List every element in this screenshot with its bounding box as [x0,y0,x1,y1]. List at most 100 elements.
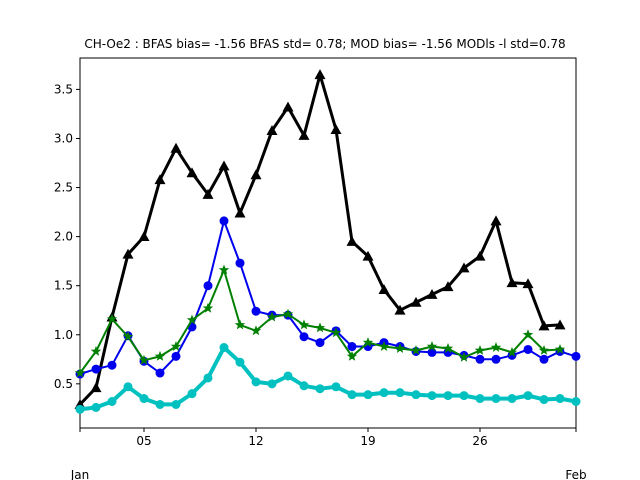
data-point [155,399,165,409]
series-line [78,73,561,406]
data-point [106,313,118,324]
data-point [203,281,213,291]
data-point [219,343,229,353]
data-point [458,351,470,362]
x-tick-label: 19 [360,434,375,448]
data-point [74,367,86,378]
data-point [186,314,198,325]
y-tick-label: 2.5 [54,181,73,195]
data-point [522,329,534,340]
data-point [250,325,262,336]
data-point [458,262,470,273]
data-point [218,264,230,275]
data-point [235,357,245,367]
data-point [331,382,341,392]
data-point [442,281,454,292]
data-point [298,319,310,330]
data-point [170,341,182,351]
data-point [250,169,262,180]
data-point [107,397,117,407]
data-point [474,345,486,355]
data-point [443,391,453,401]
data-point [394,304,406,315]
data-point [90,382,102,393]
data-point [187,389,197,399]
data-point [523,344,533,354]
data-point [362,250,374,261]
data-point [491,394,501,404]
data-point [539,395,549,405]
data-point [267,379,277,389]
data-point [219,216,229,226]
data-point [203,373,213,383]
data-point [283,371,293,381]
data-point [186,167,198,178]
data-point [554,319,566,330]
data-point [538,320,550,331]
data-point [266,125,278,136]
data-point [346,236,358,246]
data-point [234,207,246,218]
data-point [475,354,485,364]
data-point [554,344,566,354]
data-point [315,384,325,394]
data-point [251,306,261,316]
data-point [315,338,325,348]
data-point [202,188,214,199]
data-point [523,391,533,401]
data-point [202,302,214,313]
data-point [490,342,502,352]
data-point [378,284,390,295]
y-tick-label: 2.0 [54,230,73,244]
data-point [155,368,165,378]
x-tick-label: 26 [472,434,487,448]
data-point [555,394,565,404]
data-point [427,391,437,401]
data-point [378,341,390,351]
series-line [79,269,561,374]
data-point [411,390,421,400]
data-point [314,69,326,80]
y-tick-label: 1.0 [54,328,73,342]
data-point [171,399,181,409]
data-point [266,311,278,322]
data-point [539,354,549,364]
data-point [442,343,454,353]
data-point [330,124,342,135]
data-point [395,388,405,398]
data-point [426,289,438,299]
data-point [138,354,150,365]
data-point [490,215,502,226]
y-tick-label: 3.5 [54,82,73,96]
plot-frame [79,57,577,429]
data-point [75,404,85,414]
data-point [91,364,101,374]
data-point [218,160,230,171]
data-point [506,277,518,288]
data-point [282,101,294,112]
x-month-label: Jan [70,468,90,480]
y-tick-label: 1.5 [54,279,73,293]
data-point [379,388,389,398]
data-point [346,350,358,361]
data-point [235,258,245,268]
data-point [170,142,182,153]
data-point [571,351,581,361]
data-point [507,350,517,360]
y-tick-label: 0.5 [54,377,73,391]
x-month-label: Feb [565,468,586,480]
data-point [298,130,310,140]
data-point [138,231,150,242]
data-point [363,390,373,400]
data-point [122,248,134,259]
data-point [507,394,517,404]
data-point [251,377,261,387]
data-point [282,308,294,319]
data-point [522,278,534,289]
chart-title: CH-Oe2 : BFAS bias= -1.56 BFAS std= 0.78… [84,37,565,51]
data-point [362,337,374,348]
data-point [107,360,117,370]
data-point [475,394,485,404]
data-point [571,397,581,407]
series-2 [75,216,581,379]
